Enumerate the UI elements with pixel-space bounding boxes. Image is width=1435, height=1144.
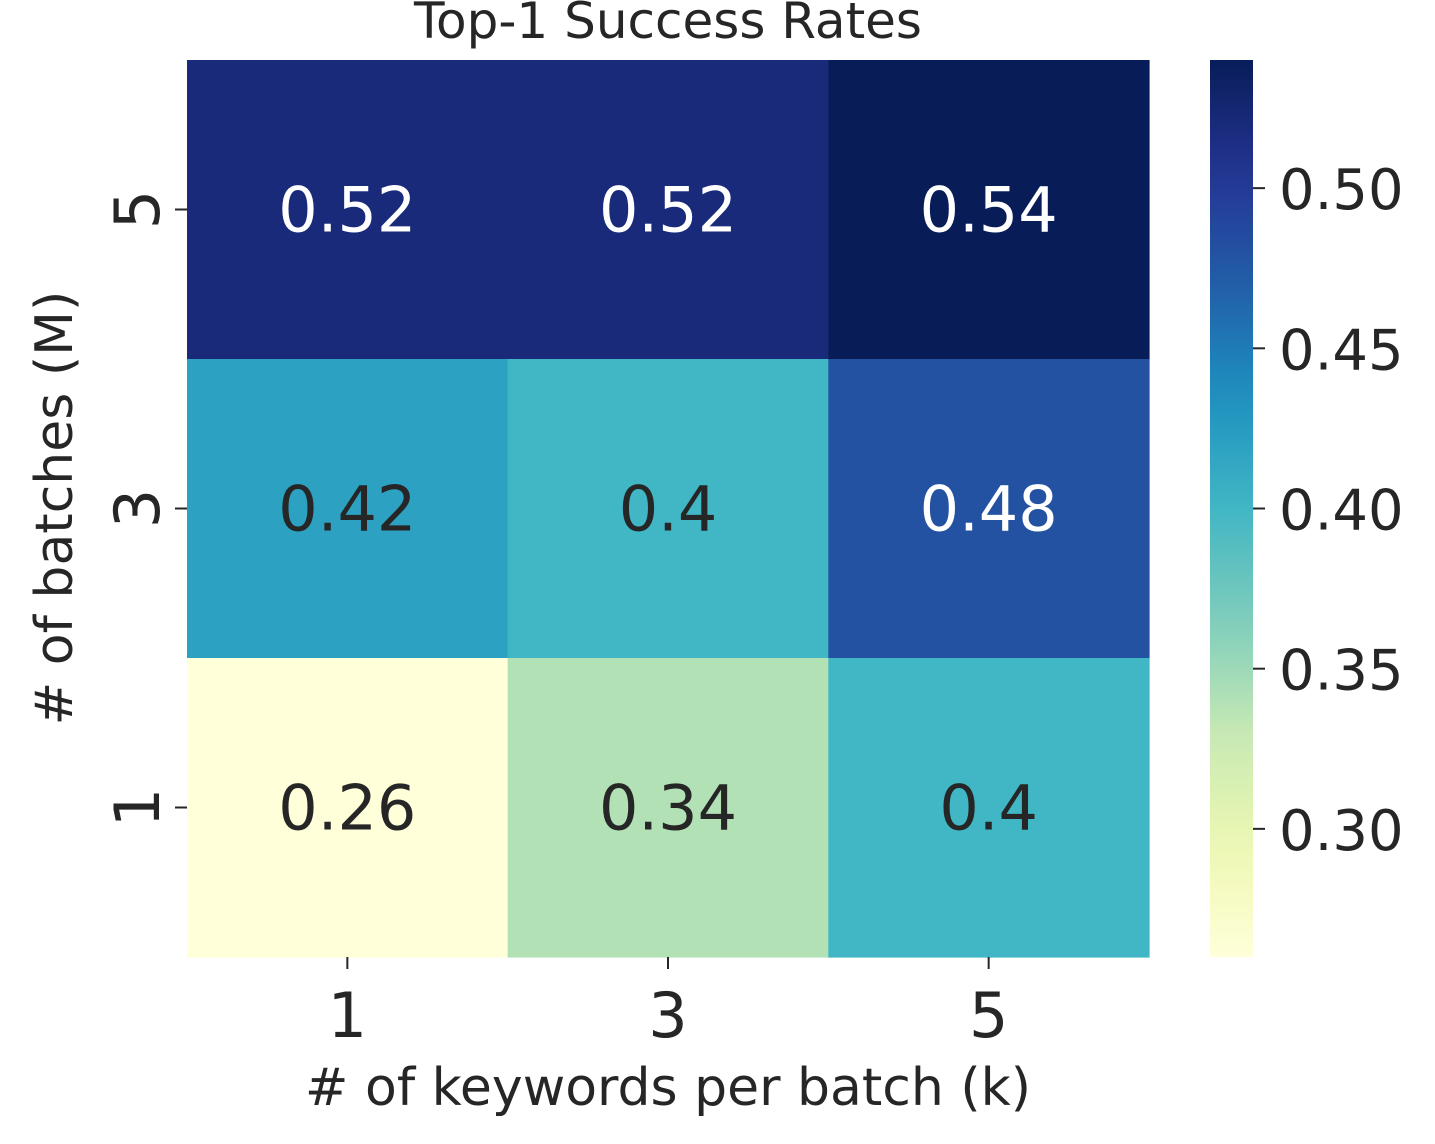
- heatmap-cell: [828, 359, 1150, 659]
- heatmap-cell: [507, 359, 829, 659]
- colorbar: [1210, 60, 1253, 957]
- heatmap-cell: [507, 60, 829, 360]
- colorbar-tick-label: 0.30: [1279, 799, 1404, 864]
- x-tick-label: 5: [969, 979, 1008, 1052]
- heatmap-cell-labels: 0.52 0.52 0.54 0.42 0.4 0.48 0.26 0.34 0.4: [278, 174, 1057, 845]
- heatmap-cells: [187, 60, 1150, 958]
- x-axis-label: # of keywords per batch (k): [305, 1058, 1031, 1118]
- heatmap-cell: [828, 658, 1150, 958]
- y-tick-label: 1: [101, 788, 174, 827]
- colorbar-ticks: 0.30 0.35 0.40 0.45 0.50: [1253, 158, 1404, 864]
- colorbar-tick-label: 0.45: [1279, 318, 1404, 383]
- cell-value-label: 0.52: [599, 174, 737, 247]
- cell-value-label: 0.52: [278, 174, 416, 247]
- heatmap-cell: [187, 60, 509, 360]
- cell-value-label: 0.4: [939, 772, 1038, 845]
- colorbar-gradient: [1210, 60, 1253, 957]
- cell-value-label: 0.42: [278, 473, 416, 546]
- y-tick-label: 3: [101, 489, 174, 528]
- y-tick-label: 5: [101, 190, 174, 229]
- x-axis: 1 3 5: [328, 957, 1008, 1052]
- y-axis-label: # of batches (M): [25, 291, 85, 726]
- colorbar-tick-label: 0.40: [1279, 479, 1404, 544]
- heatmap-cell: [507, 658, 829, 958]
- cell-value-label: 0.54: [920, 174, 1058, 247]
- chart-title: Top-1 Success Rates: [413, 0, 922, 50]
- cell-value-label: 0.34: [599, 772, 737, 845]
- colorbar-tick-label: 0.50: [1279, 158, 1404, 223]
- x-tick-label: 3: [648, 979, 687, 1052]
- x-tick-label: 1: [328, 979, 367, 1052]
- heatmap-cell: [187, 658, 509, 958]
- heatmap-cell: [187, 359, 509, 659]
- cell-value-label: 0.26: [278, 772, 416, 845]
- heatmap-cell: [828, 60, 1150, 360]
- cell-value-label: 0.4: [619, 473, 718, 546]
- y-axis: 5 3 1: [101, 190, 187, 827]
- cell-value-label: 0.48: [920, 473, 1058, 546]
- colorbar-tick-label: 0.35: [1279, 639, 1404, 704]
